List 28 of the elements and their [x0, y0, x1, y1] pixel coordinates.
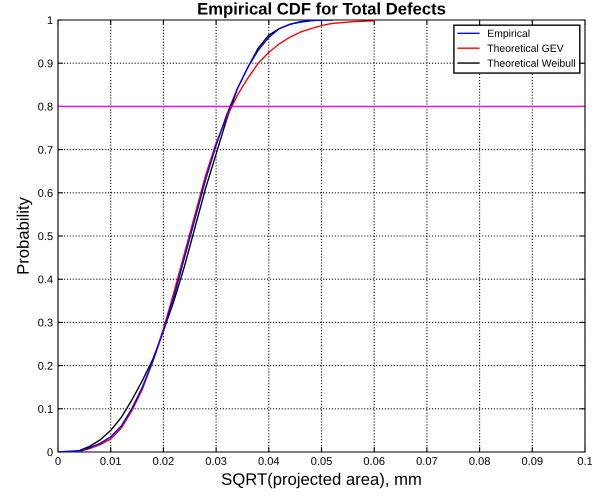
x-tick-label: 0.02: [153, 457, 174, 466]
x-tick-label: 0.06: [364, 457, 385, 466]
y-tick-label: 0.3: [38, 318, 53, 327]
x-tick-label: 0: [55, 457, 61, 466]
legend-label: Theoretical GEV: [487, 44, 564, 52]
y-tick-label: 0: [47, 448, 53, 456]
legend-label: Empirical: [488, 29, 530, 40]
y-tick-label: 0.5: [38, 232, 53, 240]
y-tick-label: 0.1: [38, 405, 53, 413]
y-tick-label: 0.4: [38, 275, 53, 284]
y-tick-label: 0.9: [38, 59, 53, 68]
x-tick-label: 0.09: [522, 457, 543, 466]
x-tick-label: 0.1: [578, 457, 592, 466]
chart-title: Empirical CDF for Total Defects: [198, 2, 446, 18]
y-tick-label: 0.7: [38, 146, 53, 154]
y-axis-title: Probability: [16, 197, 32, 274]
y-tick-label: 1: [48, 16, 53, 24]
x-tick-label: 0.01: [100, 457, 121, 466]
x-tick-label: 0.04: [258, 457, 280, 466]
legend-label: Theoretical Weibull: [487, 59, 575, 67]
x-axis-title: SQRT(projected area), mm: [222, 472, 421, 488]
x-tick-label: 0.03: [206, 457, 226, 466]
x-tick-label: 0.08: [469, 457, 490, 466]
y-tick-label: 0.8: [38, 102, 53, 111]
y-tick-label: 0.2: [38, 362, 53, 370]
x-tick-label: 0.05: [311, 457, 332, 466]
x-tick-label: 0.07: [416, 457, 438, 466]
y-tick-label: 0.6: [38, 189, 53, 197]
